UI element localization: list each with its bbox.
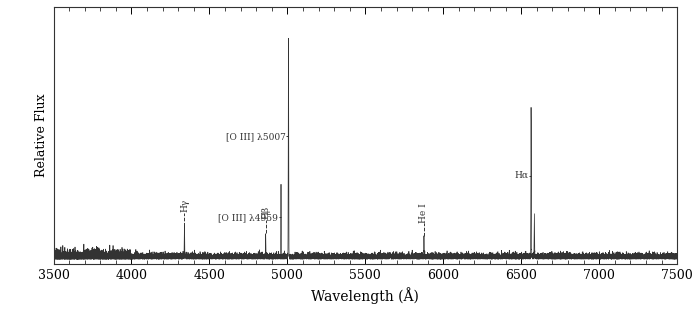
Text: Hγ: Hγ — [180, 199, 189, 212]
Text: [O III] λ5007: [O III] λ5007 — [226, 132, 286, 141]
Text: Hα: Hα — [514, 171, 528, 180]
Text: [O III] λ4959: [O III] λ4959 — [218, 213, 279, 222]
Y-axis label: Relative Flux: Relative Flux — [35, 94, 48, 177]
Text: He I: He I — [419, 203, 428, 223]
Text: Hβ: Hβ — [261, 206, 270, 219]
X-axis label: Wavelength (Å): Wavelength (Å) — [312, 287, 419, 304]
